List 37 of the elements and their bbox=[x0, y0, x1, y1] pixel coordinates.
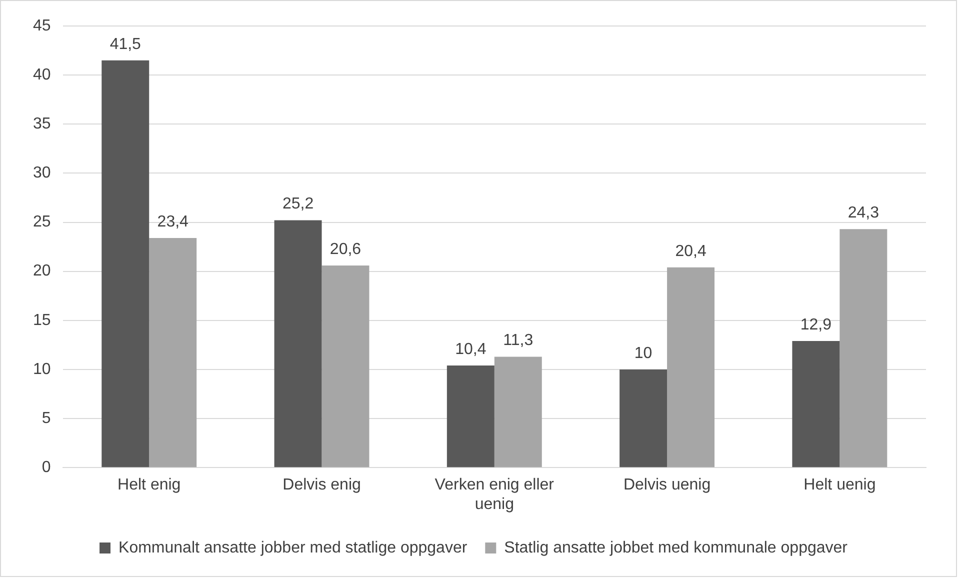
y-tick-label: 10 bbox=[33, 360, 51, 378]
x-tick-label: Delvis uenig bbox=[623, 476, 711, 494]
y-tick-label: 45 bbox=[33, 17, 51, 34]
data-label: 10,4 bbox=[455, 340, 486, 358]
bar bbox=[322, 265, 370, 468]
x-tick-label: Helt uenig bbox=[804, 476, 876, 494]
bar bbox=[446, 366, 494, 468]
legend-label: Statlig ansatte jobbet med kommunale oppgaver bbox=[504, 539, 848, 556]
y-tick-label: 25 bbox=[33, 214, 51, 231]
data-label: 11,3 bbox=[503, 332, 534, 350]
data-label: 20,6 bbox=[330, 240, 362, 258]
data-label: 41,5 bbox=[110, 36, 142, 53]
data-label: 12,9 bbox=[800, 316, 832, 334]
data-label: 24,3 bbox=[848, 204, 880, 222]
bar bbox=[494, 356, 542, 468]
bar bbox=[149, 238, 197, 468]
data-label: 10 bbox=[634, 344, 652, 362]
y-tick-label: 40 bbox=[33, 66, 51, 84]
x-tick-label: Delvis enig bbox=[282, 476, 361, 494]
bar bbox=[102, 60, 150, 468]
y-tick-label: 30 bbox=[33, 164, 51, 182]
bar bbox=[840, 229, 888, 468]
x-tick-label: Helt enig bbox=[118, 476, 181, 494]
y-tick-label: 0 bbox=[42, 459, 51, 476]
data-label: 20,4 bbox=[675, 242, 706, 260]
bar bbox=[667, 267, 715, 468]
y-tick-label: 5 bbox=[42, 410, 51, 427]
x-tick-label: Verken enig eller uenig bbox=[434, 476, 555, 513]
data-label: 25,2 bbox=[282, 196, 314, 213]
bar bbox=[620, 369, 668, 468]
y-tick-label: 15 bbox=[33, 312, 51, 329]
y-tick-label: 35 bbox=[33, 116, 51, 133]
bar bbox=[792, 341, 840, 468]
legend-label: Kommunalt ansatte jobber med statlige oppgaver bbox=[118, 539, 468, 556]
data-label: 23,4 bbox=[157, 213, 189, 230]
bar bbox=[274, 220, 322, 468]
y-tick-label: 20 bbox=[33, 262, 51, 280]
